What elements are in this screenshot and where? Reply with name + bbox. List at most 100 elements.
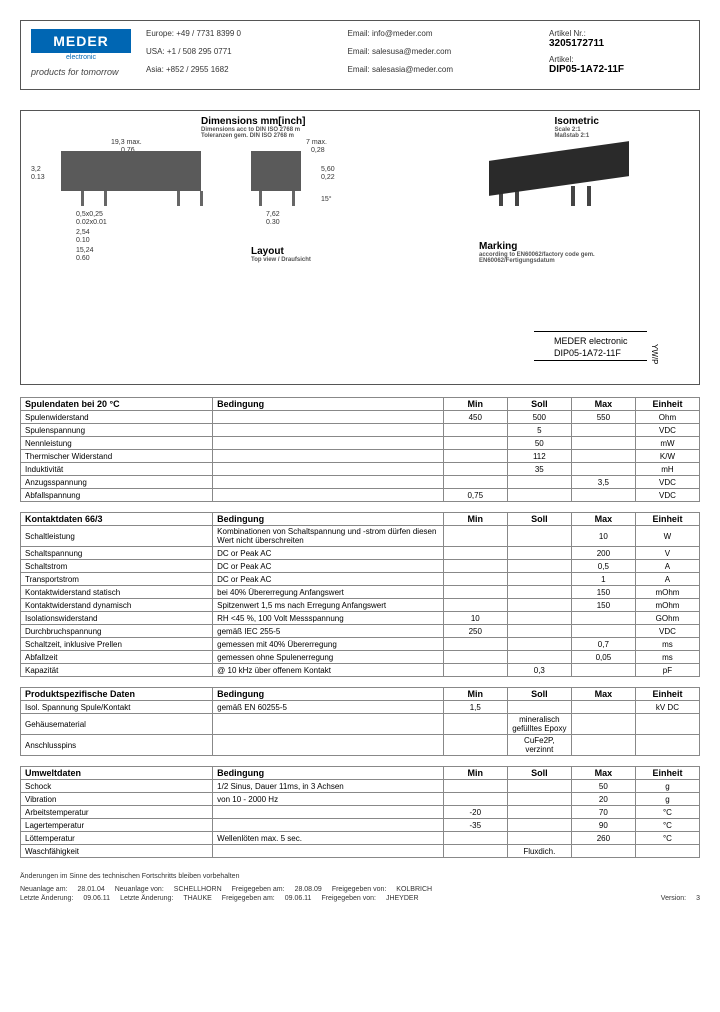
table-cell xyxy=(571,450,635,463)
pin xyxy=(259,191,262,206)
table-cell xyxy=(443,573,507,586)
table-row: AnschlusspinsCuFe2P, verzinnt xyxy=(21,735,700,756)
component-front-view xyxy=(61,151,201,191)
pin xyxy=(587,186,591,206)
table-cell: Vibration xyxy=(21,793,213,806)
f-r1-l1: Neuanlage am: xyxy=(20,886,67,893)
table-cell: Lagertemperatur xyxy=(21,819,213,832)
version-label: Version: xyxy=(661,895,686,902)
data-table: UmweltdatenBedingungMinSollMaxEinheitSch… xyxy=(20,766,700,858)
table-cell: 0,3 xyxy=(507,664,571,677)
table-cell xyxy=(213,845,444,858)
table-cell xyxy=(213,714,444,735)
table-header-row: Spulendaten bei 20 °CBedingungMinSollMax… xyxy=(21,398,700,411)
table-header-row: UmweltdatenBedingungMinSollMaxEinheit xyxy=(21,767,700,780)
table-title: Umweltdaten xyxy=(21,767,213,780)
contact-usa-email: Email: salesusa@meder.com xyxy=(348,47,535,63)
table-cell: 35 xyxy=(507,463,571,476)
pin xyxy=(571,186,575,206)
table-cell: 200 xyxy=(571,547,635,560)
table-cell: 250 xyxy=(443,625,507,638)
table-cell: RH <45 %, 100 Volt Messspannung xyxy=(213,612,444,625)
table-cell: bei 40% Übererregung Anfangswert xyxy=(213,586,444,599)
table-cell xyxy=(213,424,444,437)
article-value: DIP05-1A72-11F xyxy=(549,64,689,75)
table-cell: Spulenwiderstand xyxy=(21,411,213,424)
tagline: products for tomorrow xyxy=(31,67,131,77)
dim-pin-h: 3,2 xyxy=(31,166,41,173)
table-cell xyxy=(507,586,571,599)
table-cell xyxy=(443,651,507,664)
table-cell: Spulenspannung xyxy=(21,424,213,437)
dim-title-text: Dimensions mm[inch] xyxy=(201,116,305,127)
table-cell xyxy=(571,612,635,625)
component-side-view xyxy=(251,151,301,191)
table-header-row: Produktspezifische DatenBedingungMinSoll… xyxy=(21,688,700,701)
pins-side xyxy=(259,191,295,206)
table-cell: DC or Peak AC xyxy=(213,547,444,560)
table-cell xyxy=(443,437,507,450)
table-cell: -20 xyxy=(443,806,507,819)
table-cell xyxy=(507,547,571,560)
table-cell: 90 xyxy=(571,819,635,832)
dim-p2: 15,24 xyxy=(76,247,94,254)
f-r2-l3: Freigegeben am: xyxy=(222,895,275,902)
contact-eu-phone: Europe: +49 / 7731 8399 0 xyxy=(146,29,333,45)
table-cell: Fluxdich. xyxy=(507,845,571,858)
table-row: Vibrationvon 10 - 2000 Hz20g xyxy=(21,793,700,806)
table-row: Kontaktwiderstand statischbei 40% Überer… xyxy=(21,586,700,599)
table-cell: mineralisch gefülltes Epoxy xyxy=(507,714,571,735)
f-r1-v2: SCHELLHORN xyxy=(174,886,222,893)
table-row: Kontaktwiderstand dynamischSpitzenwert 1… xyxy=(21,599,700,612)
table-row: Nennleistung50mW xyxy=(21,437,700,450)
table-cell xyxy=(507,793,571,806)
table-cell xyxy=(443,463,507,476)
f-r1-v4: KOLBRICH xyxy=(396,886,432,893)
table-cell: 112 xyxy=(507,450,571,463)
pin xyxy=(292,191,295,206)
table-cell: DC or Peak AC xyxy=(213,560,444,573)
table-cell: 10 xyxy=(571,526,635,547)
col-header: Einheit xyxy=(635,398,699,411)
table-cell: 0,05 xyxy=(571,651,635,664)
f-r2-v3: 09.06.11 xyxy=(285,895,312,902)
table-cell: 150 xyxy=(571,586,635,599)
table-cell: °C xyxy=(635,806,699,819)
table-cell: 3,5 xyxy=(571,476,635,489)
dim-p1: 2,54 xyxy=(76,229,90,236)
table-cell xyxy=(213,463,444,476)
table-cell xyxy=(507,819,571,832)
table-cell xyxy=(443,845,507,858)
table-cell: W xyxy=(635,526,699,547)
article-label: Artikel: xyxy=(549,55,689,64)
iso-title: Isometric Scale 2:1 Maßstab 2:1 xyxy=(555,116,599,139)
table-cell xyxy=(443,599,507,612)
table-row: Schock1/2 Sinus, Dauer 11ms, in 3 Achsen… xyxy=(21,780,700,793)
marking-line1: MEDER electronic xyxy=(554,336,628,346)
table-cell: @ 10 kHz über offenem Kontakt xyxy=(213,664,444,677)
footer: Änderungen im Sinne des technischen Fort… xyxy=(20,873,700,902)
table-cell: 1,5 xyxy=(443,701,507,714)
table-cell: 150 xyxy=(571,599,635,612)
f-r1-l3: Freigegeben am: xyxy=(232,886,285,893)
footer-note: Änderungen im Sinne des technischen Fort… xyxy=(20,873,700,880)
table-cell xyxy=(571,714,635,735)
col-condition: Bedingung xyxy=(213,398,444,411)
table-cell xyxy=(213,806,444,819)
table-cell xyxy=(213,437,444,450)
f-r2-l1: Letzte Änderung: xyxy=(20,895,73,902)
table-cell xyxy=(213,476,444,489)
table-cell: Abfallzeit xyxy=(21,651,213,664)
table-row: Lagertemperatur-3590°C xyxy=(21,819,700,832)
marking-line2: DIP05-1A72-11F xyxy=(554,348,628,358)
table-cell xyxy=(213,819,444,832)
table-cell: Schock xyxy=(21,780,213,793)
table-cell xyxy=(507,780,571,793)
table-cell xyxy=(443,586,507,599)
table-cell: Induktivität xyxy=(21,463,213,476)
col-header: Soll xyxy=(507,688,571,701)
col-header: Min xyxy=(443,767,507,780)
table-cell xyxy=(213,489,444,502)
dim-pitch: 7,62 xyxy=(266,211,280,218)
table-cell xyxy=(635,845,699,858)
